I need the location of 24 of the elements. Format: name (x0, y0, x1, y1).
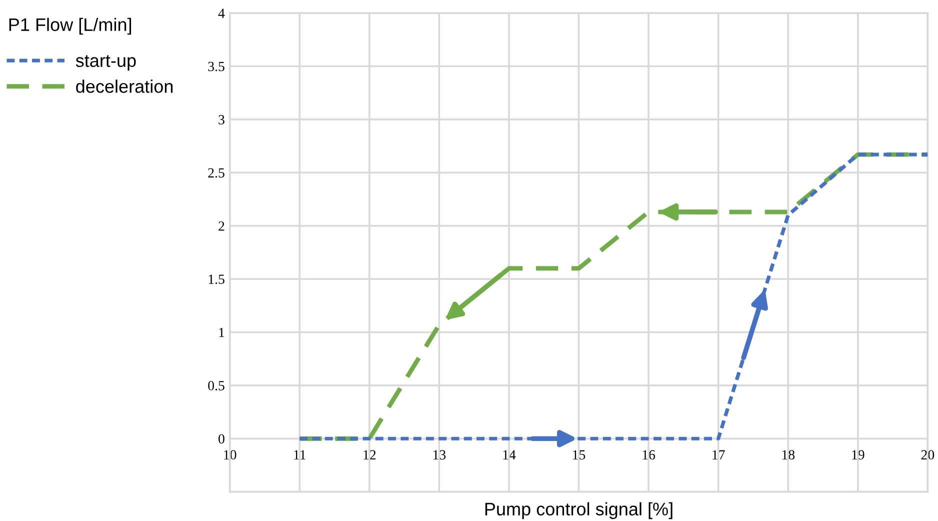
x-tick-label: 14 (503, 450, 516, 460)
y-tick-label: 0 (218, 434, 224, 444)
y-axis-title: P1 Flow [L/min] (9, 18, 132, 35)
y-tick-label: 2 (218, 221, 224, 231)
x-tick-label: 11 (294, 450, 306, 460)
x-tick-label: 16 (642, 450, 656, 460)
y-tick-label: 3 (218, 115, 224, 124)
y-tick-label: 1 (219, 328, 224, 338)
x-tick-label: 17 (712, 450, 725, 460)
legend-label: deceleration (76, 80, 173, 93)
x-tick-label: 12 (364, 450, 376, 460)
x-tick-label: 15 (573, 450, 586, 460)
x-tick-label: 19 (852, 450, 864, 460)
y-tick-label: 3.5 (208, 62, 224, 72)
x-tick-label: 20 (921, 450, 934, 460)
legend-label: start-up (76, 55, 136, 71)
x-tick-label: 13 (433, 450, 446, 460)
x-axis-title: Pump control signal [%] (485, 502, 672, 520)
y-tick-label: 0.5 (208, 381, 224, 390)
y-tick-label: 2.5 (208, 168, 224, 178)
y-tick-label: 1.5 (208, 274, 224, 284)
y-tick-label: 4 (218, 8, 225, 18)
x-tick-label: 18 (782, 450, 795, 460)
x-tick-label: 10 (224, 450, 236, 460)
